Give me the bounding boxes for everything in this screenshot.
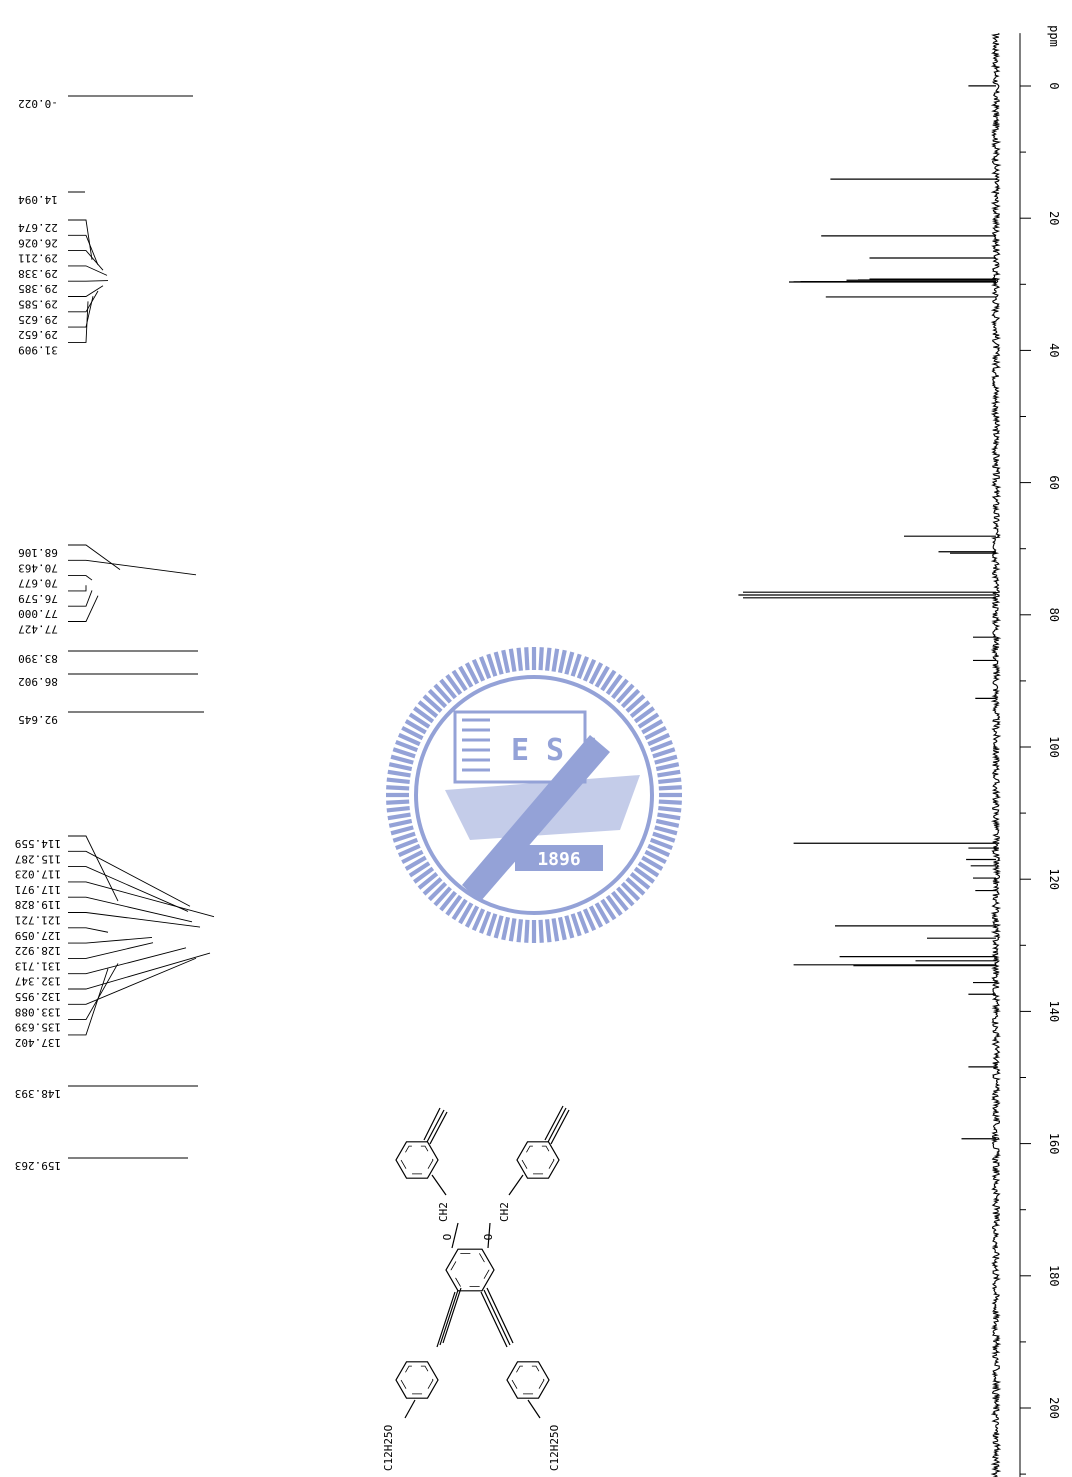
peak-label-15: 77.000 [18, 607, 58, 620]
tick-label-60: 60 [1047, 475, 1061, 489]
university-seal-watermark: E S A 1896 [386, 647, 682, 943]
structure-label-o-right: O [482, 1234, 495, 1241]
chemical-structure: CH2 CH2 O O C12H25O C12H25O [382, 1105, 570, 1471]
peak-label-12: 70.463 [18, 561, 58, 574]
peak-label-16: 77.427 [18, 623, 58, 636]
peak-label-13: 70.677 [18, 577, 58, 590]
watermark-text-s: S [546, 733, 564, 768]
watermark-text-e: E [511, 733, 529, 768]
structure-label-ch2-left: CH2 [437, 1202, 450, 1222]
spectrum-layer [738, 33, 1002, 1477]
structure-label-o-left: O [441, 1234, 454, 1241]
peak-label-27: 128.922 [15, 944, 61, 957]
peak-label-4: 29.211 [18, 252, 58, 265]
tick-label-200: 200 [1047, 1397, 1061, 1419]
peak-label-9: 29.652 [18, 328, 58, 341]
peak-label-33: 137.402 [15, 1036, 61, 1049]
tick-label-160: 160 [1047, 1133, 1061, 1155]
ring-top-left [395, 1141, 439, 1179]
peak-label-19: 92.645 [18, 713, 58, 726]
structure-label-c12h25o-left: C12H25O [382, 1425, 395, 1471]
peak-label-7: 29.585 [18, 298, 58, 311]
peak-label-30: 132.955 [15, 990, 61, 1003]
tick-label-180: 180 [1047, 1265, 1061, 1287]
peak-label-5: 29.338 [18, 267, 58, 280]
peak-label-34: 148.393 [15, 1087, 61, 1100]
ring-bottom-right [506, 1361, 550, 1399]
ring-bottom-left [395, 1361, 439, 1399]
axis-unit-label: ppm [1047, 25, 1061, 47]
peak-label-1: 14.094 [18, 193, 58, 206]
peak-label-14: 76.579 [18, 592, 58, 605]
watermark-year: 1896 [537, 849, 580, 870]
peak-label-22: 117.023 [15, 868, 61, 881]
peak-label-6: 29.385 [18, 282, 58, 295]
tick-label-140: 140 [1047, 1001, 1061, 1023]
peak-label-3: 26.026 [18, 236, 58, 249]
peak-label-35: 159.263 [15, 1159, 61, 1172]
peak-label-20: 114.559 [15, 837, 61, 850]
peak-label-25: 121.721 [15, 914, 61, 927]
ring-top-right [516, 1141, 560, 1179]
tick-label-120: 120 [1047, 868, 1061, 890]
tick-label-80: 80 [1047, 608, 1061, 622]
peak-label-23: 117.971 [15, 883, 61, 896]
peak-label-26: 127.059 [15, 929, 61, 942]
peak-label-11: 68.106 [18, 546, 58, 559]
peak-label-layer: -0.022 14.094 22.674 26.026 29.211 29.338 29.3… [15, 95, 215, 1172]
spectrum-baseline [990, 33, 1002, 1477]
peak-label-31: 133.088 [15, 1005, 61, 1018]
tick-label-20: 20 [1047, 211, 1061, 225]
peak-label-32: 135.639 [15, 1021, 61, 1034]
tick-label-40: 40 [1047, 343, 1061, 357]
peak-label-8: 29.625 [18, 313, 58, 326]
watermark-text-a: A [583, 733, 601, 768]
peak-label-29: 132.347 [15, 975, 61, 988]
peak-label-17: 83.390 [18, 652, 58, 665]
peak-label-0: -0.022 [18, 97, 58, 110]
peak-label-2: 22.674 [18, 221, 58, 234]
peak-label-28: 131.713 [15, 959, 61, 972]
peak-label-10: 31.909 [18, 343, 58, 356]
central-benzene-ring [445, 1248, 495, 1292]
ppm-axis: 0 20 40 60 80 100 120 140 160 180 200 ppm [1019, 25, 1061, 1477]
tick-label-0: 0 [1047, 82, 1061, 89]
peak-label-21: 115.287 [15, 852, 61, 865]
structure-label-ch2-right: CH2 [498, 1202, 511, 1222]
structure-label-c12h25o-right: C12H25O [548, 1425, 561, 1471]
tick-label-100: 100 [1047, 736, 1061, 758]
peak-label-24: 119.828 [15, 898, 61, 911]
peak-label-18: 86.902 [18, 675, 58, 688]
